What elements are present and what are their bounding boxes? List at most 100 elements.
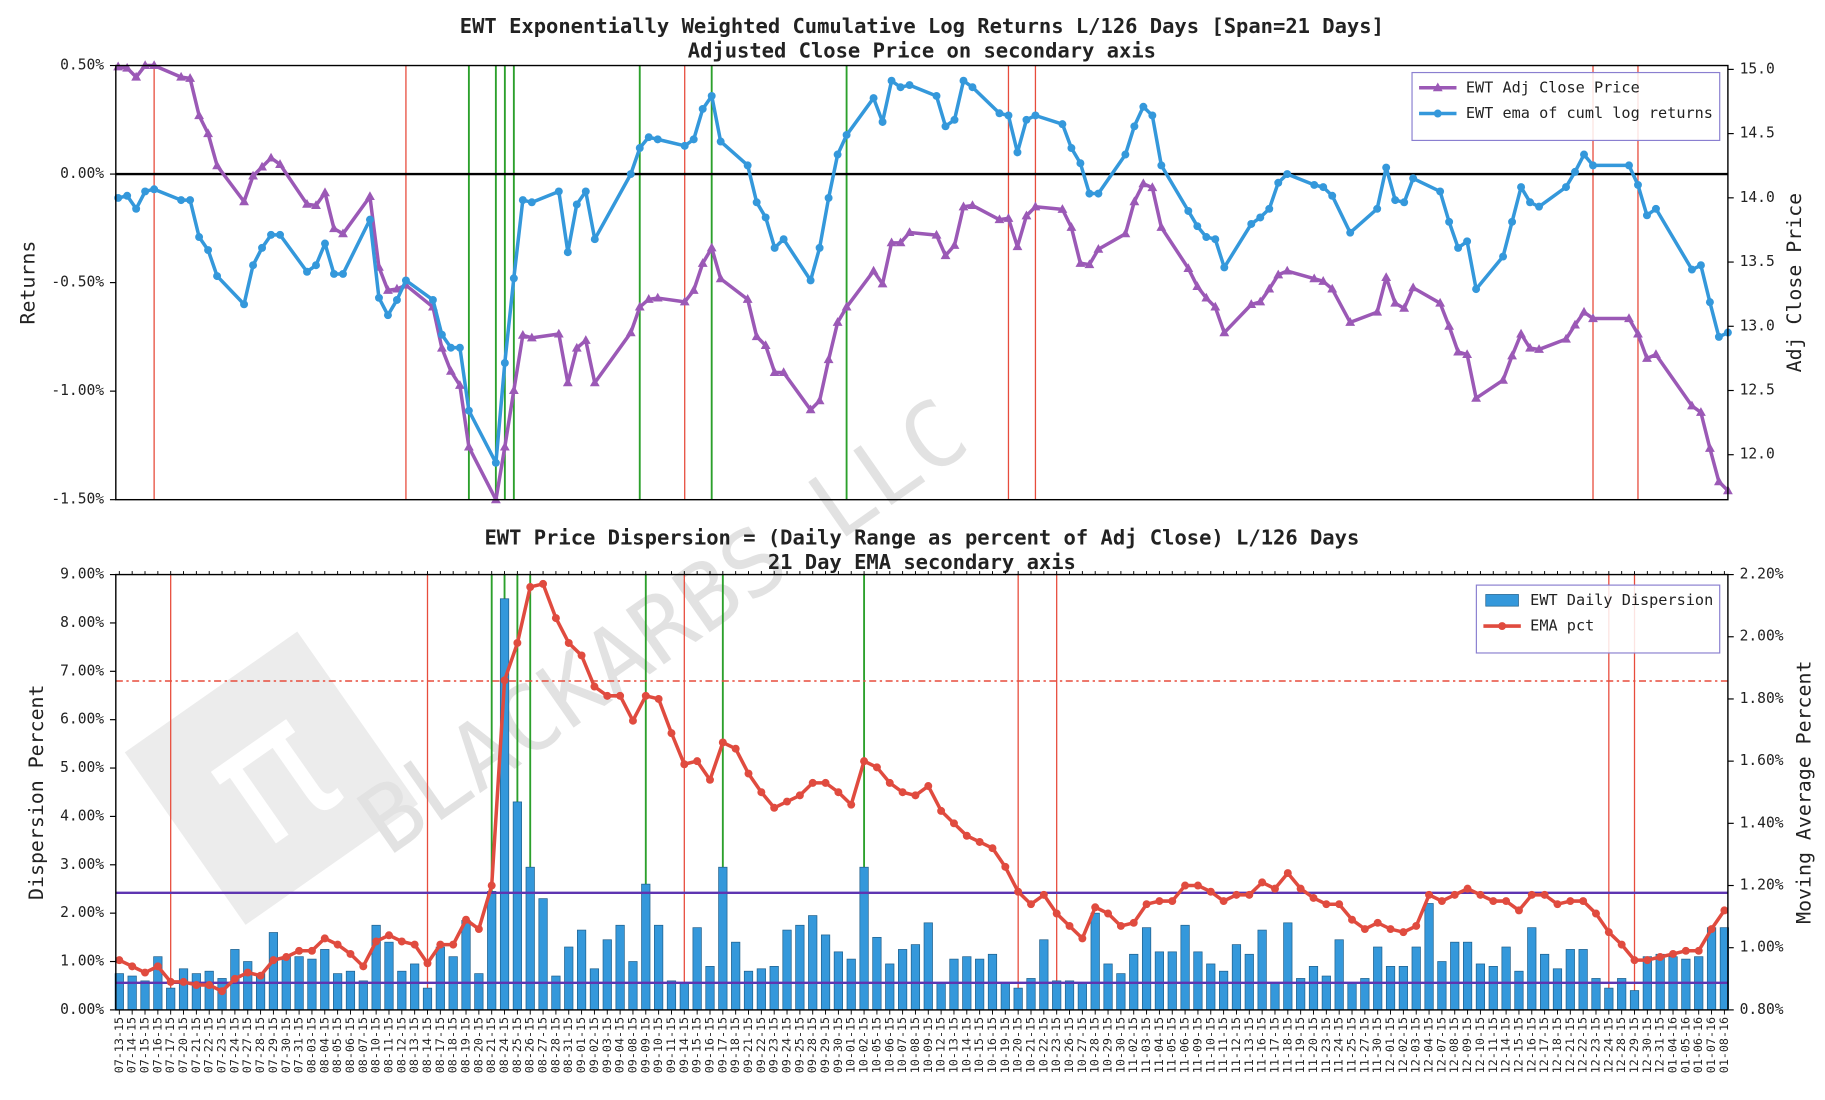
bar [589,968,600,1011]
marker [833,150,842,159]
marker [1391,196,1400,205]
x-tick-label: 01-06-16 [1691,1017,1705,1073]
y2-tick-label: 15.0 [1740,60,1775,77]
marker [562,377,573,387]
marker [1642,353,1652,362]
plot-frame [115,573,1729,1011]
marker [842,131,851,139]
y-tick-label: 8.00% [60,614,104,631]
marker [715,273,726,283]
marker [249,261,258,270]
marker [1345,317,1356,326]
marker [1507,350,1517,360]
marker [652,292,663,302]
bar [512,801,522,1011]
x-tick-label: 08-13-15 [407,1017,421,1073]
marker [554,187,563,196]
marker [1435,297,1446,307]
marker [941,122,950,131]
marker [1258,878,1267,887]
marker [1058,120,1067,129]
marker [887,76,896,85]
bar [923,922,933,1011]
y2-tick-label: 1.80% [1740,690,1784,707]
marker [860,757,869,766]
bar [525,866,535,1011]
x-tick-label: 08-24-15 [497,1017,511,1073]
x-tick-label: 11-24-15 [1332,1017,1346,1073]
x-tick-label: 12-21-15 [1563,1017,1577,1073]
marker [706,242,717,252]
marker [1553,900,1562,909]
bar [1219,970,1229,1011]
bar [1565,949,1575,1011]
marker [1517,183,1526,192]
bar [1180,924,1190,1011]
bar [756,968,766,1011]
x-tick-label: 10-15-15 [972,1017,986,1073]
marker [1001,862,1010,871]
bar [641,883,651,1011]
marker [1386,925,1395,934]
marker [490,494,501,504]
marker [1093,243,1104,253]
x-tick-label: 11-20-15 [1306,1017,1320,1073]
x-tick-label: 11-30-15 [1370,1017,1384,1073]
x-tick-label: 09-18-15 [728,1017,742,1073]
marker [679,296,690,306]
marker [383,285,393,294]
marker [634,301,645,311]
marker [1129,918,1138,927]
x-tick-label: 11-18-15 [1280,1017,1294,1073]
x-tick-label: 12-03-15 [1409,1017,1423,1073]
marker [320,187,330,197]
marker [487,881,496,890]
marker [968,83,977,92]
marker [282,953,291,962]
marker [581,187,590,196]
x-tick-label: 09-03-15 [600,1017,614,1073]
marker [177,196,186,205]
marker [392,295,401,304]
marker [806,276,815,285]
marker [176,71,187,81]
marker [769,367,780,377]
y2-tick-label: 1.60% [1740,752,1784,769]
y2-tick-label: 14.0 [1740,189,1775,206]
x-tick-label: 12-16-15 [1524,1017,1538,1073]
marker [267,230,276,239]
x-tick-label: 09-01-15 [574,1017,588,1073]
x-tick-label: 12-17-15 [1537,1017,1551,1073]
marker [463,441,474,451]
marker [1192,281,1203,290]
x-tick-label: 08-03-15 [304,1017,318,1073]
marker [625,327,636,337]
marker [1471,392,1482,402]
marker [1412,921,1421,930]
x-tick-label: 08-04-15 [317,1017,331,1073]
marker [1630,956,1639,965]
marker [869,94,878,103]
marker [1651,349,1661,359]
x-tick-label: 12-23-15 [1588,1017,1602,1073]
marker [257,161,267,171]
marker [1201,292,1212,302]
marker [761,213,770,222]
marker [1580,150,1588,159]
x-tick-label: 08-31-15 [561,1017,575,1073]
marker [731,744,740,753]
marker [1335,900,1344,909]
legend-label: EWT Adj Close Price [1466,78,1640,96]
marker [1184,206,1193,215]
marker [449,940,458,949]
marker [213,272,222,281]
y2-tick-label: 2.00% [1740,628,1784,645]
marker [454,380,465,389]
marker [698,104,707,113]
marker [1022,115,1031,124]
bar [666,980,677,1011]
marker [1232,890,1241,899]
marker [1264,283,1275,293]
y-tick-label: 0.00% [60,1001,104,1018]
bar [191,973,201,1011]
